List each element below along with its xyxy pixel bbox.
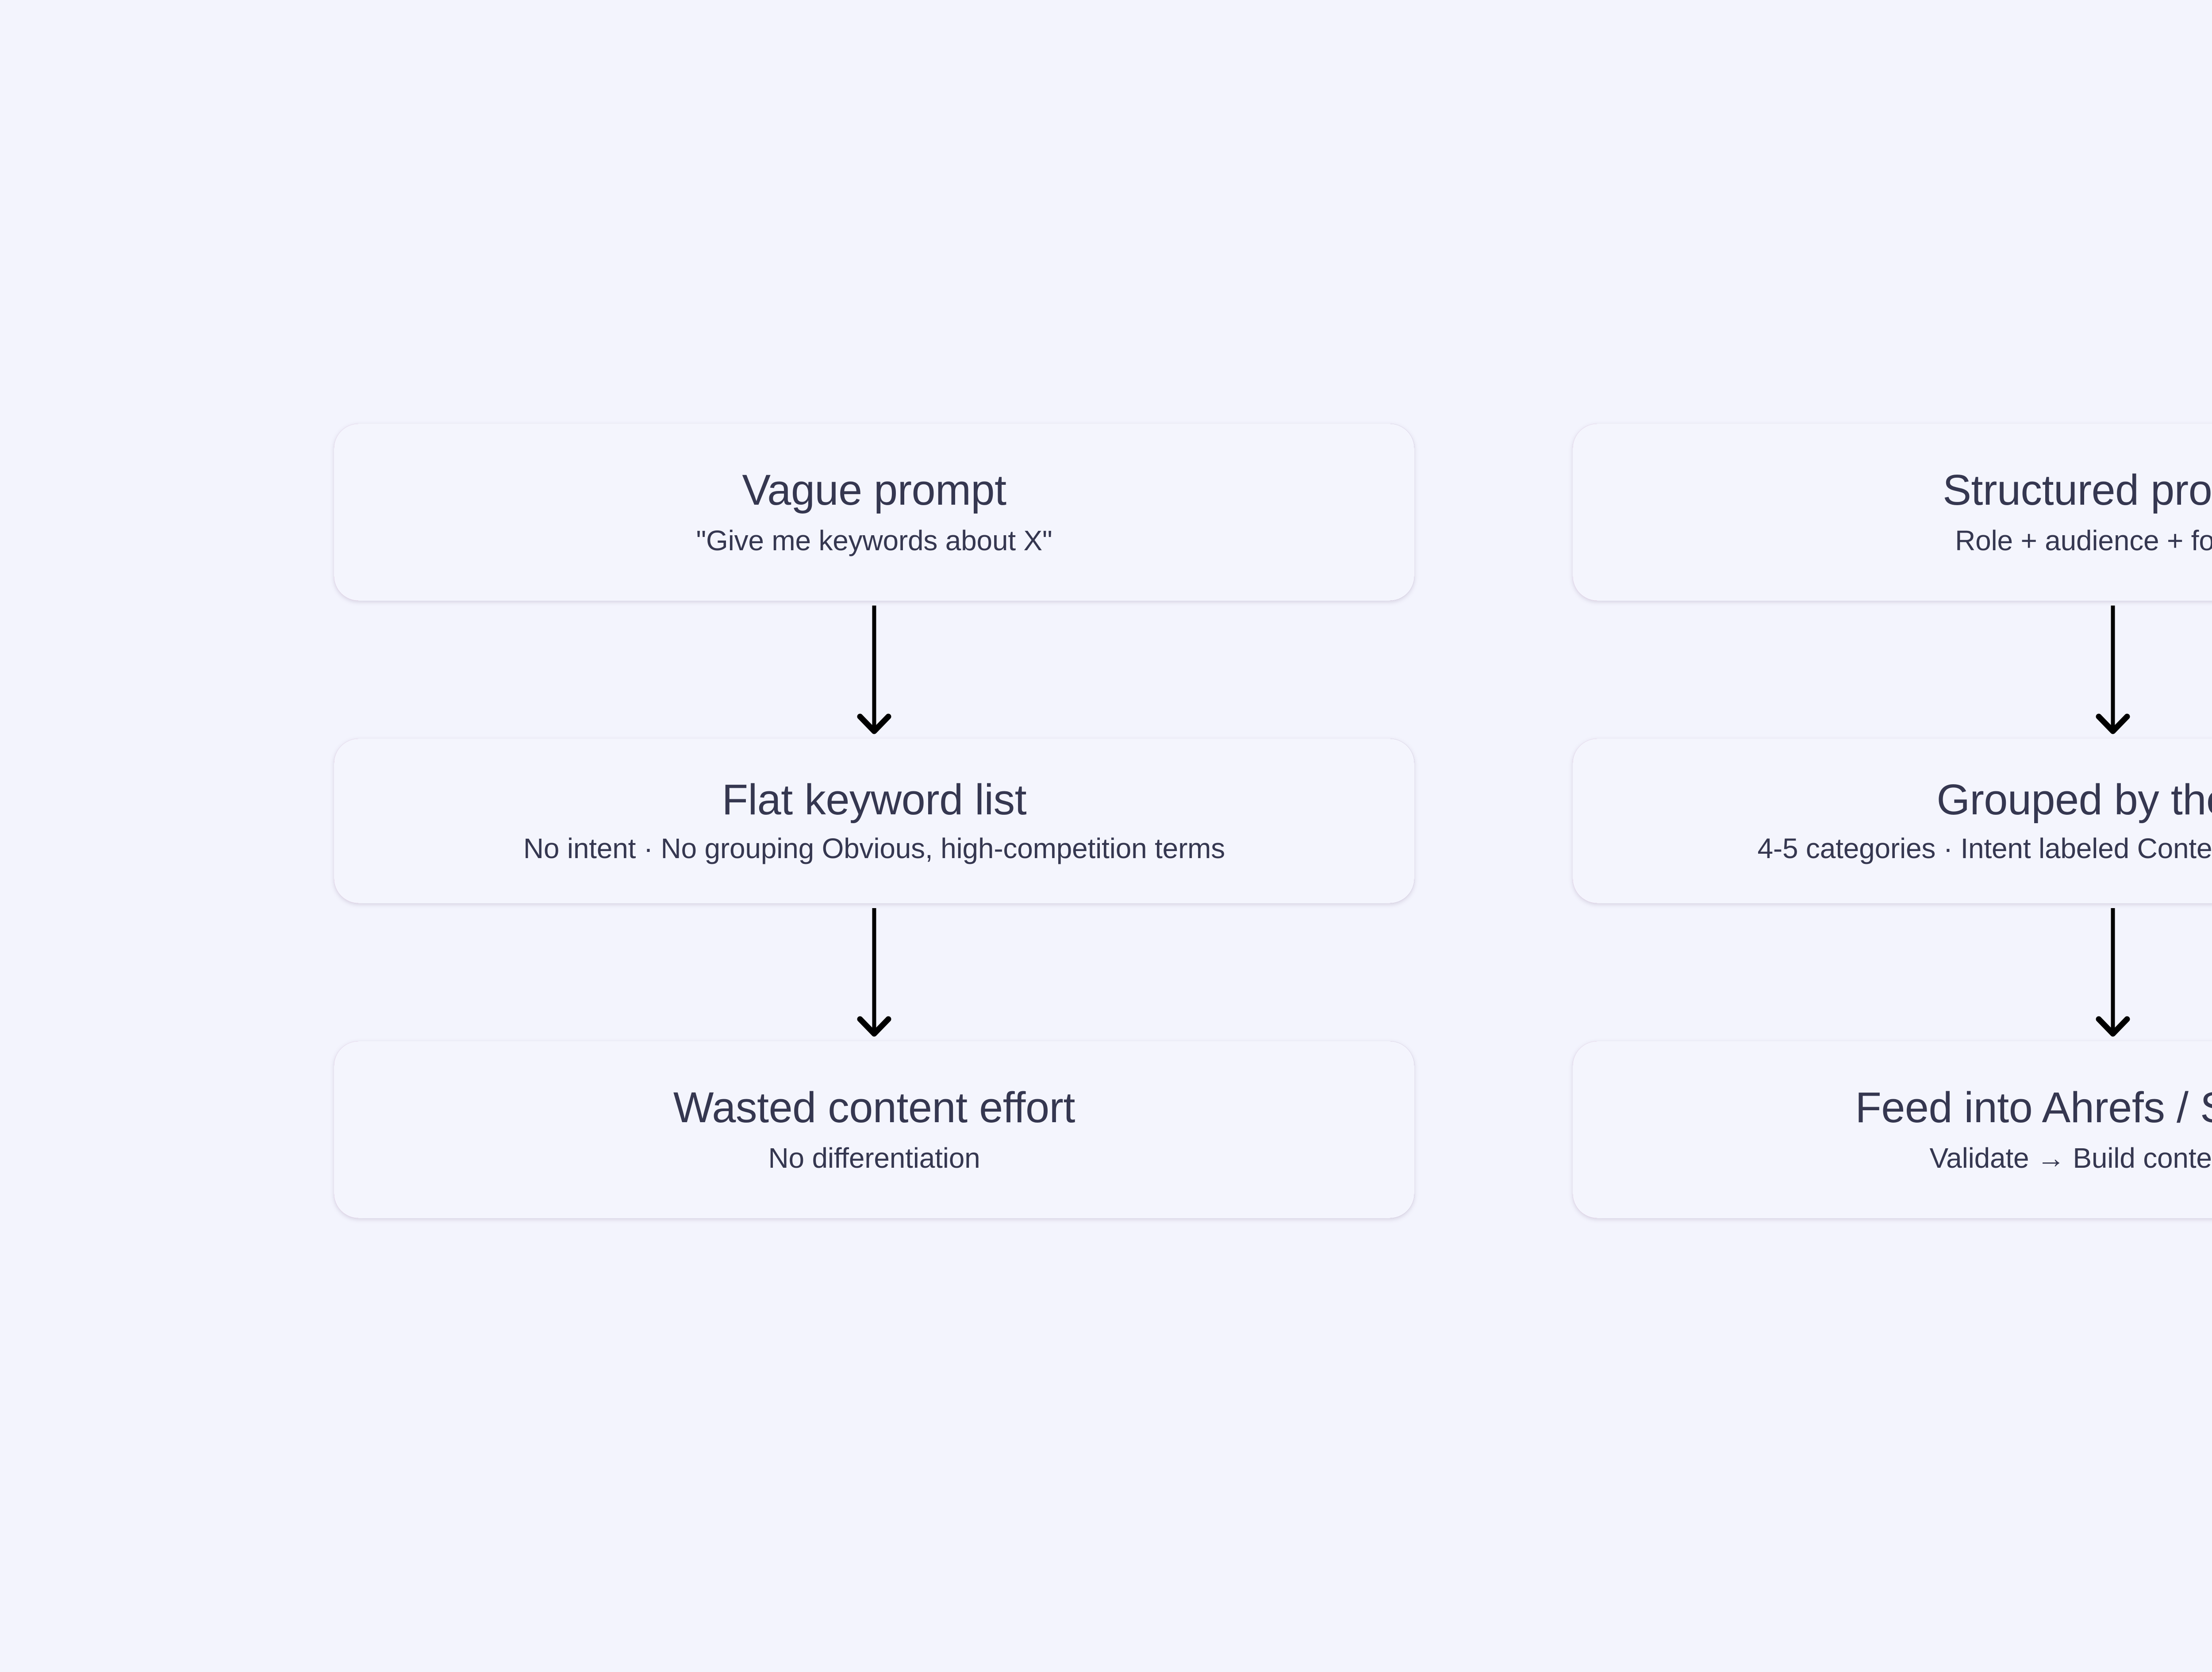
node-vague-prompt[interactable]: Vague prompt "Give me keywords about X" xyxy=(334,424,1414,601)
arrow-head-icon xyxy=(857,713,891,734)
node-wasted-content-effort-subtitle: No differentiation xyxy=(768,1142,980,1174)
node-structured-prompt-subtitle: Role + audience + format xyxy=(1955,525,2212,557)
arrow-flat-to-wasted xyxy=(334,903,1414,1041)
arrow-head-icon xyxy=(857,1016,891,1037)
node-vague-prompt-title: Vague prompt xyxy=(742,465,1006,514)
node-feed-into-tools-body: Feed into Ahrefs / Semrush Validate → Bu… xyxy=(1581,1050,2212,1210)
arrow-vague-to-flat xyxy=(334,601,1414,739)
node-vague-prompt-subtitle: "Give me keywords about X" xyxy=(696,525,1052,557)
node-wasted-content-effort[interactable]: Wasted content effort No differentiation xyxy=(334,1041,1414,1218)
node-flat-keyword-list-body: Flat keyword list No intent · No groupin… xyxy=(342,747,1406,895)
node-wasted-content-effort-title: Wasted content effort xyxy=(673,1083,1075,1131)
node-wasted-content-effort-body: Wasted content effort No differentiation xyxy=(342,1050,1406,1210)
flow-column-vague-prompt: Vague prompt "Give me keywords about X" … xyxy=(334,424,1414,1218)
node-grouped-by-theme[interactable]: Grouped by theme 4-5 categories · Intent… xyxy=(1573,739,2212,903)
node-flat-keyword-list-title: Flat keyword list xyxy=(722,775,1027,824)
node-feed-into-tools-title: Feed into Ahrefs / Semrush xyxy=(1855,1083,2212,1131)
node-feed-into-tools[interactable]: Feed into Ahrefs / Semrush Validate → Bu… xyxy=(1573,1041,2212,1218)
arrow-grouped-to-feed xyxy=(1573,903,2212,1041)
arrow-head-icon xyxy=(2096,1016,2130,1037)
flow-column-structured-prompt: Structured prompt Role + audience + form… xyxy=(1573,424,2212,1218)
node-grouped-by-theme-body: Grouped by theme 4-5 categories · Intent… xyxy=(1581,747,2212,895)
arrow-structured-to-grouped xyxy=(1573,601,2212,739)
node-flat-keyword-list[interactable]: Flat keyword list No intent · No groupin… xyxy=(334,739,1414,903)
node-feed-into-tools-subtitle: Validate → Build content plan xyxy=(1929,1142,2212,1174)
node-structured-prompt[interactable]: Structured prompt Role + audience + form… xyxy=(1573,424,2212,601)
node-grouped-by-theme-title: Grouped by theme xyxy=(1936,775,2212,824)
arrow-head-icon xyxy=(2096,713,2130,734)
node-flat-keyword-list-subtitle: No intent · No grouping Obvious, high-co… xyxy=(523,832,1225,865)
node-grouped-by-theme-subtitle: 4-5 categories · Intent labeled Content … xyxy=(1757,832,2212,865)
node-structured-prompt-body: Structured prompt Role + audience + form… xyxy=(1581,432,2212,592)
node-structured-prompt-title: Structured prompt xyxy=(1943,465,2212,514)
node-vague-prompt-body: Vague prompt "Give me keywords about X" xyxy=(342,432,1406,592)
